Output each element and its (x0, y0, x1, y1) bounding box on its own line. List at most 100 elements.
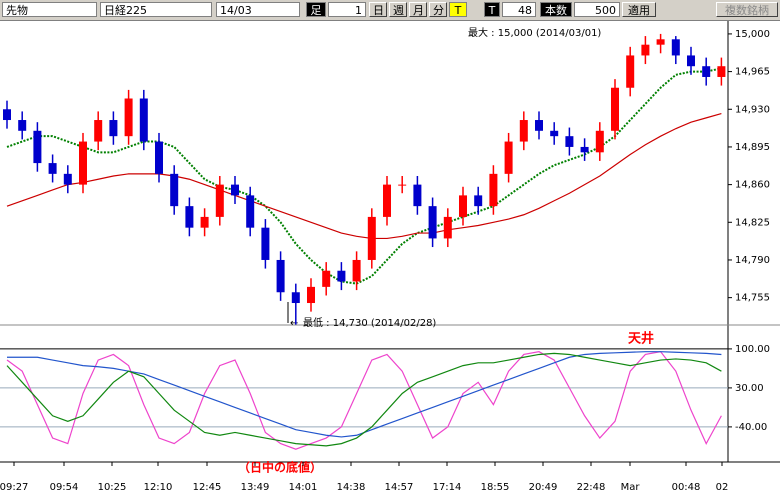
x-tick-label: 09:27 (0, 482, 28, 493)
x-tick-label: Mar (621, 482, 641, 493)
candle-body (155, 141, 163, 174)
x-tick-label: 18:55 (481, 482, 510, 493)
count-input[interactable]: 48 (502, 2, 536, 17)
candle-body (215, 184, 224, 217)
bottom-note: （日中の底値） (238, 460, 322, 475)
x-tick-label: 12:45 (193, 482, 222, 493)
candle-body (337, 270, 346, 282)
candle-body (383, 184, 391, 217)
x-tick-label: 09:54 (50, 482, 79, 493)
candle-body (413, 184, 422, 207)
candle-body (489, 173, 498, 207)
minute-button[interactable]: 分 (429, 2, 447, 17)
candle-body (185, 206, 194, 228)
candle-body (687, 55, 695, 67)
x-tick-label: 20:49 (529, 482, 558, 493)
candle-body (717, 66, 726, 77)
candle-body (641, 44, 650, 56)
min-arrow-head: ← (290, 318, 298, 329)
candle-body (94, 120, 103, 142)
candle-body (428, 206, 437, 239)
candle-body (63, 173, 72, 185)
chart: 最大 : 15,000 (2014/03/01) ← 最低 : 14,730 (… (0, 21, 780, 493)
y-tick-label: 15,000 (735, 29, 770, 40)
candle-body (626, 55, 635, 88)
oscillator-line (6, 352, 722, 447)
bars-input[interactable]: 500 (574, 2, 620, 17)
candle-body (276, 259, 285, 293)
month-button[interactable]: 月 (409, 2, 427, 17)
candle-body (246, 195, 255, 228)
product-select[interactable]: 先物 (2, 2, 97, 17)
y-tick-label: 14,860 (735, 180, 770, 191)
oscillator-line (6, 351, 722, 450)
y-tick-label: 14,930 (735, 104, 770, 115)
y-tick-label: 14,755 (735, 293, 770, 304)
x-tick-label: 14:01 (289, 482, 318, 493)
x-tick-label: 14:57 (385, 482, 414, 493)
count-label: 本数 (540, 2, 572, 17)
max-note: 最大 : 15,000 (2014/03/01) (468, 26, 601, 39)
tick-button[interactable]: T (449, 2, 467, 17)
candle-body (231, 184, 239, 196)
plot-bg (0, 21, 728, 462)
x-tick-label: 00:48 (672, 482, 701, 493)
x-tick-label: 13:49 (241, 482, 270, 493)
osc-tick-label: -40.00 (735, 422, 767, 433)
week-button[interactable]: 週 (389, 2, 407, 17)
candle-body (398, 184, 407, 186)
candle-body (48, 163, 57, 174)
candle-body (580, 146, 589, 153)
x-tick-label: 14:38 (337, 482, 366, 493)
candle-body (504, 141, 513, 174)
x-tick-label: 02 (716, 482, 729, 493)
candle-body (550, 130, 559, 137)
candle-body (459, 195, 467, 217)
candle-body (261, 227, 270, 260)
candle-body (139, 98, 148, 142)
candle-body (3, 109, 11, 121)
x-tick-label: 17:14 (433, 482, 462, 493)
osc-tick-label: 100.00 (735, 344, 770, 355)
candle-body (611, 87, 619, 131)
candle-body (535, 120, 543, 131)
candle-body (595, 130, 604, 153)
x-tick-label: 12:10 (144, 482, 173, 493)
candle-body (33, 130, 42, 164)
bar-input[interactable]: 1 (328, 2, 366, 17)
candle-body (565, 136, 574, 147)
apply-button[interactable]: 適用 (622, 2, 656, 17)
y-tick-label: 14,790 (735, 255, 770, 266)
candle-body (352, 259, 361, 282)
candle-body (671, 39, 680, 56)
index-select[interactable]: 日経225 (100, 2, 212, 17)
candle-body (109, 120, 118, 137)
candle-body (656, 39, 665, 45)
osc-tick-label: 30.00 (735, 383, 764, 394)
candle-body (200, 216, 209, 228)
candle-body (443, 216, 452, 239)
candle-body (79, 141, 87, 185)
candle-body (18, 120, 27, 131)
candle-body (367, 216, 376, 260)
toolbar: 先物 日経225 14/03 足 1 日 週 月 分 T T 48 本数 500… (0, 0, 780, 21)
candle-body (291, 292, 300, 304)
y-tick-label: 14,895 (735, 142, 770, 153)
y-tick-label: 14,825 (735, 217, 770, 228)
day-button[interactable]: 日 (369, 2, 387, 17)
multi-button[interactable]: 複数銘柄 (716, 2, 778, 17)
bar-label: 足 (306, 2, 326, 17)
candle-body (307, 286, 315, 304)
t-label: T (484, 2, 500, 17)
x-tick-label: 22:48 (577, 482, 606, 493)
x-tick-label: 10:25 (98, 482, 127, 493)
candle-body (170, 173, 179, 207)
candle-body (124, 98, 133, 137)
min-note: 最低 : 14,730 (2014/02/28) (303, 316, 436, 329)
month-select[interactable]: 14/03 (216, 2, 300, 17)
moving-average (6, 112, 722, 240)
candle-body (322, 270, 331, 287)
candle-body (474, 195, 483, 207)
top-note: 天井 (628, 331, 654, 347)
